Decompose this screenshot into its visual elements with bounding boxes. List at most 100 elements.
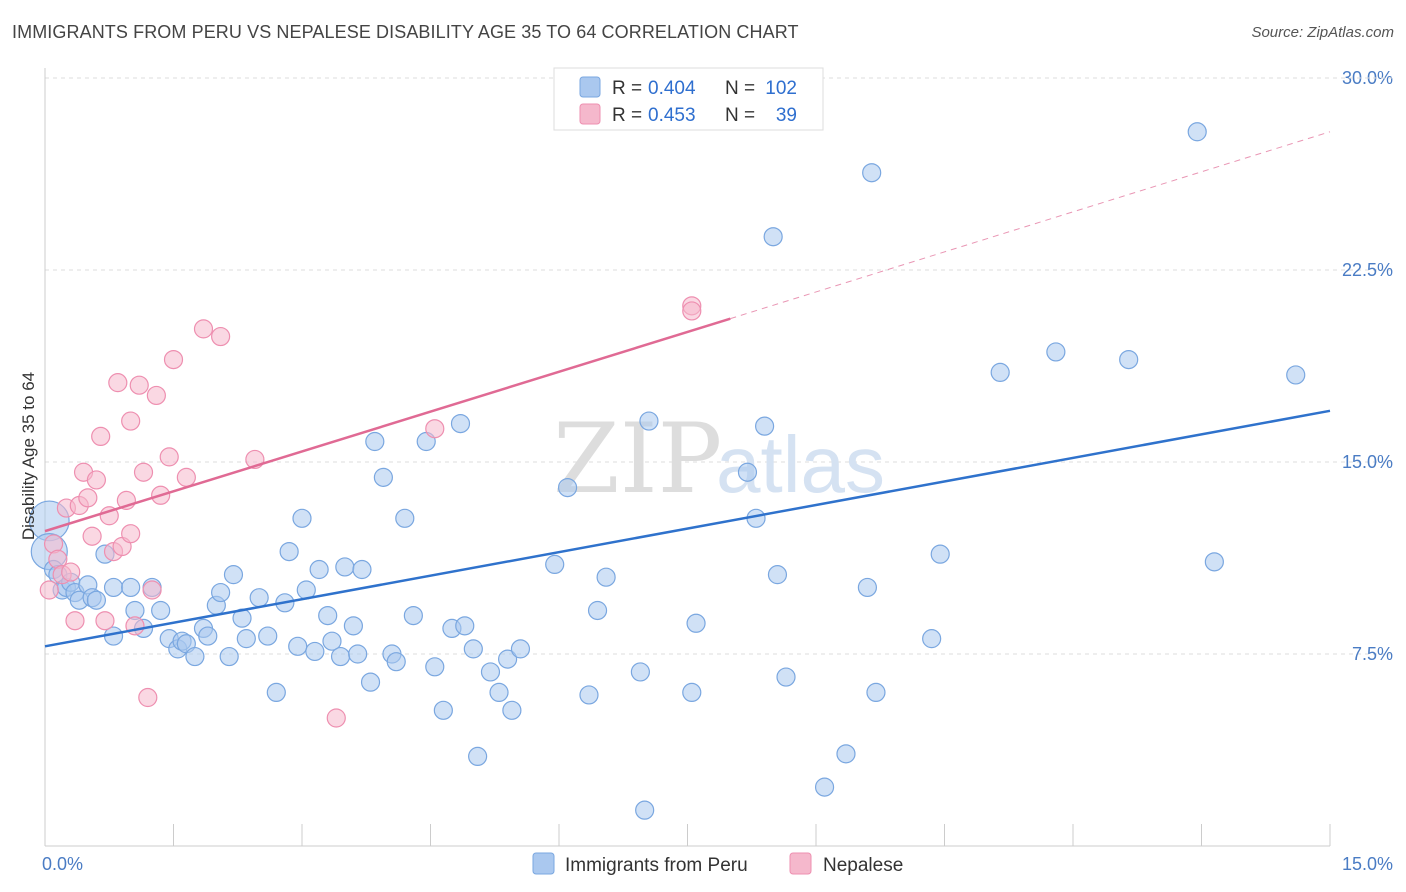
point-peru — [309, 559, 329, 580]
point-peru — [343, 616, 363, 636]
point-peru — [686, 613, 706, 633]
point-peru — [480, 662, 501, 682]
point-nepalese — [138, 687, 158, 708]
x-tick-label-max: 15.0% — [1342, 854, 1393, 874]
point-peru — [219, 646, 239, 667]
legend-n-value-peru: 102 — [765, 78, 797, 99]
point-nepalese — [176, 467, 196, 487]
legend-n-label-peru: N = — [725, 78, 755, 99]
point-peru — [211, 582, 231, 603]
point-peru — [639, 411, 659, 431]
bottom-legend: Immigrants from Peru Nepalese — [532, 852, 903, 876]
point-nepalese — [91, 426, 111, 446]
y-axis-title: Disability Age 35 to 64 — [19, 372, 38, 540]
point-peru — [990, 362, 1010, 382]
point-peru — [348, 644, 368, 664]
point-peru — [151, 600, 171, 621]
point-peru — [198, 626, 218, 646]
point-peru — [455, 616, 475, 636]
legend: R = 0.404 N = 102 R = 0.453 N = 39 — [553, 67, 824, 131]
point-peru — [279, 541, 299, 562]
point-peru — [754, 416, 775, 436]
point-nepalese — [95, 611, 115, 631]
point-peru — [1187, 122, 1207, 142]
points-layer — [28, 109, 1306, 820]
point-peru — [360, 672, 381, 692]
point-nepalese — [108, 373, 128, 393]
point-peru — [335, 557, 355, 577]
watermark: ZIP atlas — [553, 403, 885, 515]
point-nepalese — [163, 350, 184, 370]
point-peru — [579, 685, 599, 705]
legend-r-value-peru: 0.404 — [648, 78, 696, 99]
point-peru — [502, 700, 522, 720]
point-peru — [103, 577, 124, 598]
point-peru — [403, 605, 423, 626]
trendline-nepalese — [44, 317, 731, 533]
point-peru — [1119, 350, 1139, 370]
point-nepalese — [211, 326, 231, 347]
point-peru — [433, 700, 453, 720]
point-peru — [288, 636, 308, 656]
trendline-nepalese-extension — [730, 131, 1331, 320]
bottom-legend-label-peru: Immigrants from Peru — [565, 855, 748, 876]
y-tick-label: 15.0% — [1342, 452, 1393, 472]
point-peru — [776, 667, 796, 687]
point-peru — [322, 631, 342, 651]
point-peru — [862, 163, 882, 183]
legend-r-label-peru: R = — [612, 78, 642, 99]
point-peru — [635, 800, 655, 820]
chart-title: IMMIGRANTS FROM PERU VS NEPALESE DISABIL… — [12, 22, 799, 42]
legend-n-label-nepalese: N = — [725, 105, 755, 126]
bottom-legend-swatch-peru — [532, 852, 555, 875]
watermark-atlas: atlas — [716, 420, 885, 509]
point-peru — [121, 577, 141, 598]
point-peru — [922, 629, 942, 649]
trend-layer — [44, 131, 1331, 648]
point-peru — [545, 554, 565, 575]
point-nepalese — [39, 580, 59, 600]
point-peru — [305, 641, 325, 662]
point-peru — [450, 414, 471, 434]
point-nepalese — [682, 301, 702, 321]
point-peru — [510, 639, 531, 659]
point-nepalese — [121, 411, 141, 431]
point-nepalese — [78, 488, 98, 508]
bottom-legend-label-nepalese: Nepalese — [823, 855, 903, 876]
point-peru — [223, 565, 244, 585]
y-tick-label: 7.5% — [1352, 644, 1393, 664]
point-peru — [292, 508, 312, 528]
legend-n-value-nepalese: 39 — [776, 105, 797, 126]
point-peru — [365, 431, 385, 452]
point-peru — [266, 682, 286, 703]
point-peru — [468, 746, 488, 767]
point-peru — [489, 682, 509, 703]
x-tick-label-min: 0.0% — [42, 854, 83, 874]
axis-layer: 0.0% 15.0% — [42, 68, 1393, 874]
point-peru — [86, 590, 107, 610]
point-peru — [630, 662, 650, 682]
point-nepalese — [99, 506, 119, 526]
point-peru — [866, 682, 886, 703]
point-peru — [767, 565, 788, 585]
point-peru — [185, 646, 205, 667]
point-peru — [1046, 342, 1066, 362]
legend-r-value-nepalese: 0.453 — [648, 105, 696, 126]
watermark-zip: ZIP — [553, 403, 722, 515]
point-nepalese — [193, 319, 214, 339]
point-nepalese — [121, 524, 141, 544]
point-nepalese — [61, 562, 81, 582]
y-tick-label: 22.5% — [1342, 260, 1393, 280]
point-peru — [814, 777, 835, 797]
point-peru — [386, 652, 406, 672]
point-nepalese — [326, 708, 346, 728]
point-peru — [352, 559, 372, 580]
point-peru — [236, 629, 256, 649]
point-nepalese — [142, 580, 162, 600]
point-peru — [930, 544, 950, 564]
point-peru — [425, 657, 445, 677]
point-nepalese — [82, 526, 102, 546]
legend-swatch-peru — [579, 76, 601, 98]
legend-swatch-nepalese — [579, 103, 601, 125]
